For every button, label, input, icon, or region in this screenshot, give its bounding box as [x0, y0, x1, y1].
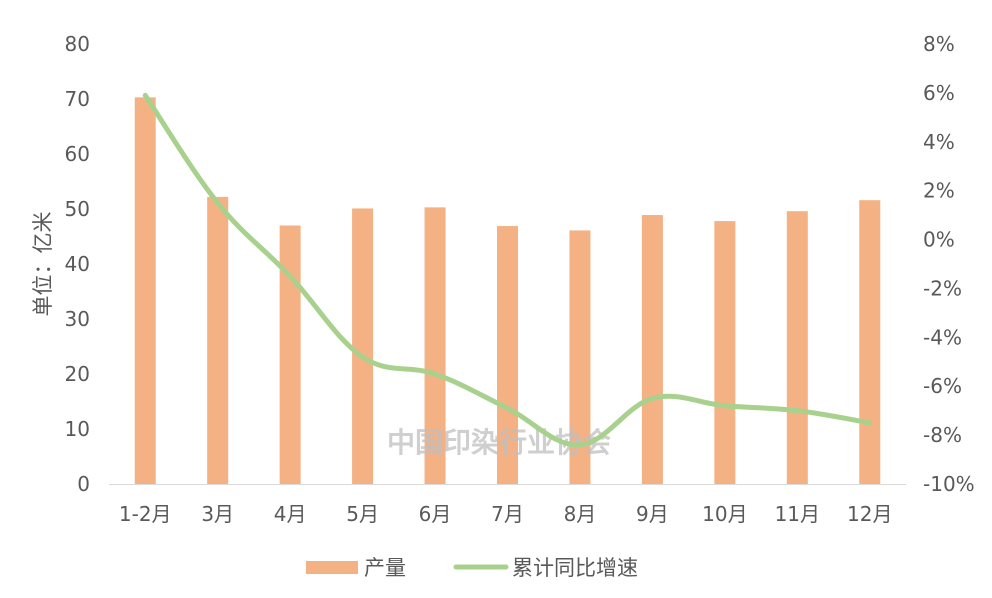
left-tick-label: 10 [65, 417, 90, 441]
right-tick-label: 8% [923, 32, 955, 56]
bar [352, 208, 374, 484]
bar [497, 226, 518, 485]
category-label: 12月 [847, 502, 892, 526]
bar [641, 215, 663, 485]
right-tick-label: -10% [923, 472, 975, 496]
right-tick-label: -4% [923, 325, 962, 349]
category-label: 4月 [274, 502, 307, 526]
bar-series-production [134, 97, 881, 485]
left-tick-label: 0 [77, 472, 90, 496]
legend-bar-label: 产量 [364, 556, 406, 580]
bar [424, 207, 446, 484]
right-axis-ticks: -10% -8% -6% -4% -2% 0% 2% 4% 6% 8% [923, 32, 975, 496]
right-tick-label: -2% [923, 276, 962, 300]
category-label: 10月 [702, 502, 747, 526]
legend: 产量 累计同比增速 [306, 556, 638, 580]
bar [859, 200, 881, 484]
left-axis-ticks: 0 10 20 30 40 50 60 70 80 [65, 32, 90, 496]
right-tick-label: 6% [923, 81, 955, 105]
category-label: 1-2月 [119, 502, 172, 526]
left-tick-label: 60 [65, 142, 90, 166]
left-tick-label: 80 [65, 32, 90, 56]
left-tick-label: 40 [65, 252, 90, 276]
category-labels: 1-2月 3月 4月 5月 6月 7月 8月 9月 10月 11月 12月 [119, 502, 893, 526]
bar [134, 97, 156, 484]
bar [786, 211, 808, 484]
category-label: 11月 [775, 502, 820, 526]
bar [207, 196, 229, 484]
bar [569, 230, 591, 484]
category-label: 8月 [564, 502, 597, 526]
bar [714, 221, 736, 484]
y-axis-title: 单位：亿米 [31, 212, 55, 317]
bar [279, 225, 301, 484]
left-tick-label: 70 [65, 87, 90, 111]
category-label: 6月 [419, 502, 452, 526]
legend-bar-swatch [306, 561, 358, 574]
category-label: 5月 [346, 502, 379, 526]
category-label: 7月 [491, 502, 524, 526]
right-tick-label: -6% [923, 374, 962, 398]
right-tick-label: 4% [923, 130, 955, 154]
right-tick-label: -8% [923, 423, 962, 447]
left-tick-label: 50 [65, 197, 90, 221]
category-label: 3月 [201, 502, 234, 526]
left-tick-label: 20 [65, 362, 90, 386]
left-tick-label: 30 [65, 307, 90, 331]
growth-line-path [142, 92, 873, 448]
line-series-growth [142, 92, 873, 448]
right-tick-label: 2% [923, 179, 955, 203]
right-tick-label: 0% [923, 228, 955, 252]
category-label: 9月 [636, 502, 669, 526]
legend-line-label: 累计同比增速 [512, 556, 638, 580]
